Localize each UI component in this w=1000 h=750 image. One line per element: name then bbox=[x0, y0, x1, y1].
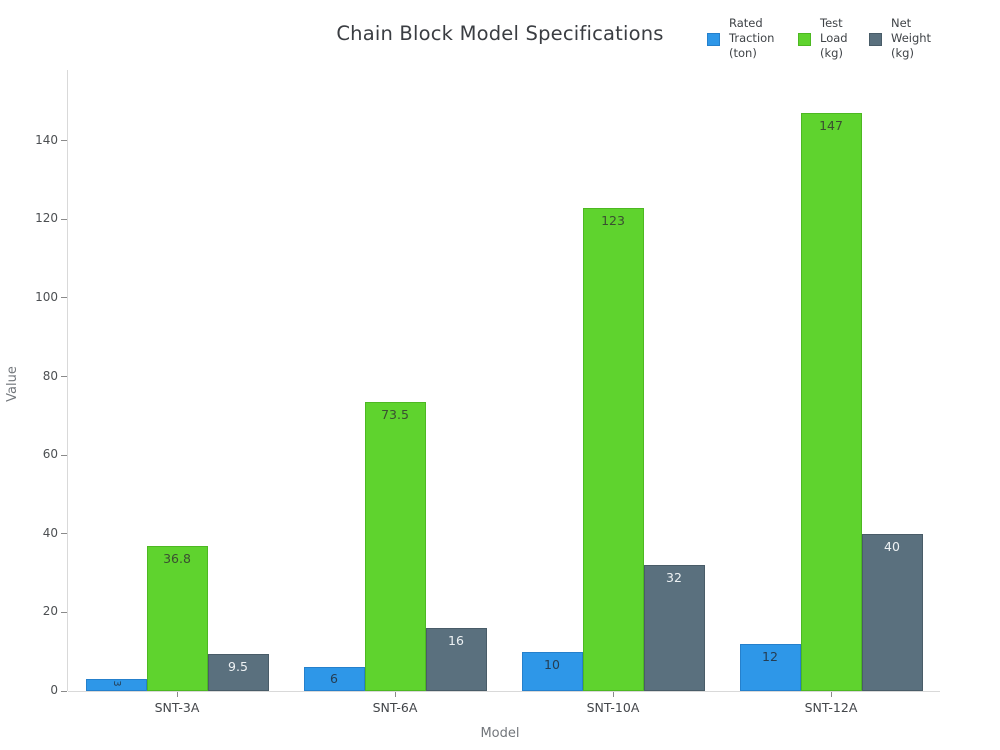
bar-value-label: 6 bbox=[330, 671, 338, 687]
legend-marker-icon bbox=[869, 33, 882, 46]
bar-SNT-3A-series-0[interactable] bbox=[85, 679, 147, 691]
chart-title: Chain Block Model Specifications bbox=[336, 22, 664, 45]
y-tick-mark bbox=[61, 376, 67, 378]
y-tick-mark bbox=[61, 140, 67, 142]
y-tick-label: 100 bbox=[35, 289, 58, 304]
x-tick-mark bbox=[830, 692, 832, 697]
bar-SNT-6A-series-0[interactable] bbox=[303, 667, 365, 691]
y-axis-title: Value bbox=[5, 366, 20, 402]
bar-value-label: 16 bbox=[448, 633, 464, 649]
x-tick-mark bbox=[176, 692, 178, 697]
x-tick-label: SNT-6A bbox=[372, 700, 418, 715]
bar-SNT-10A-series-1[interactable] bbox=[582, 207, 644, 691]
x-tick-mark bbox=[612, 692, 614, 697]
bar-value-label: 73.5 bbox=[381, 407, 409, 423]
bar-SNT-3A-series-1[interactable] bbox=[146, 546, 208, 691]
bar-value-label: 3 bbox=[110, 680, 122, 687]
y-tick-mark bbox=[61, 690, 67, 692]
y-tick-mark bbox=[61, 533, 67, 535]
y-tick-label: 140 bbox=[35, 132, 58, 147]
bar-value-label: 147 bbox=[819, 118, 843, 134]
legend-marker-icon bbox=[707, 33, 720, 46]
legend-label: Rated Traction (ton) bbox=[729, 16, 775, 60]
x-tick-mark bbox=[394, 692, 396, 697]
y-tick-label: 120 bbox=[35, 211, 58, 226]
legend-marker-icon bbox=[798, 33, 811, 46]
y-tick-label: 0 bbox=[50, 683, 58, 697]
y-tick-label: 60 bbox=[42, 447, 58, 462]
legend-item-1[interactable]: Test Load (kg) bbox=[798, 16, 886, 64]
y-tick-mark bbox=[61, 218, 67, 220]
bar-value-label: 9.5 bbox=[228, 658, 248, 674]
legend-item-2[interactable]: Net Weight (kg) bbox=[869, 16, 957, 64]
legend-label: Test Load (kg) bbox=[820, 16, 848, 60]
bar-value-label: 10 bbox=[544, 656, 560, 672]
y-tick-label: 20 bbox=[42, 604, 58, 619]
x-tick-label: SNT-3A bbox=[154, 700, 200, 715]
x-axis-line bbox=[68, 691, 940, 692]
bar-SNT-12A-series-0[interactable] bbox=[739, 643, 801, 691]
bar-SNT-6A-series-1[interactable] bbox=[364, 402, 426, 691]
bar-value-label: 12 bbox=[762, 648, 778, 664]
y-tick-mark bbox=[61, 454, 67, 456]
x-tick-label: SNT-12A bbox=[804, 700, 858, 715]
legend-item-0[interactable]: Rated Traction (ton) bbox=[707, 16, 795, 64]
bar-value-label: 36.8 bbox=[163, 551, 191, 567]
y-tick-label: 40 bbox=[42, 525, 58, 540]
bar-SNT-3A-series-2[interactable] bbox=[207, 653, 269, 691]
x-tick-label: SNT-10A bbox=[586, 700, 640, 715]
bar-SNT-12A-series-2[interactable] bbox=[861, 533, 923, 691]
y-axis-line bbox=[67, 70, 68, 691]
bar-SNT-10A-series-2[interactable] bbox=[643, 565, 705, 691]
y-tick-mark bbox=[61, 297, 67, 299]
y-tick-label: 80 bbox=[42, 368, 58, 383]
bar-value-label: 32 bbox=[666, 570, 682, 586]
legend-label: Net Weight (kg) bbox=[891, 16, 932, 60]
bar-SNT-6A-series-2[interactable] bbox=[425, 628, 487, 691]
x-axis-title: Model bbox=[480, 726, 520, 741]
bar-value-label: 123 bbox=[601, 212, 625, 228]
bar-SNT-12A-series-1[interactable] bbox=[800, 113, 862, 691]
bar-value-label: 40 bbox=[884, 538, 900, 554]
y-tick-mark bbox=[61, 611, 67, 613]
bar-SNT-10A-series-0[interactable] bbox=[521, 651, 583, 691]
